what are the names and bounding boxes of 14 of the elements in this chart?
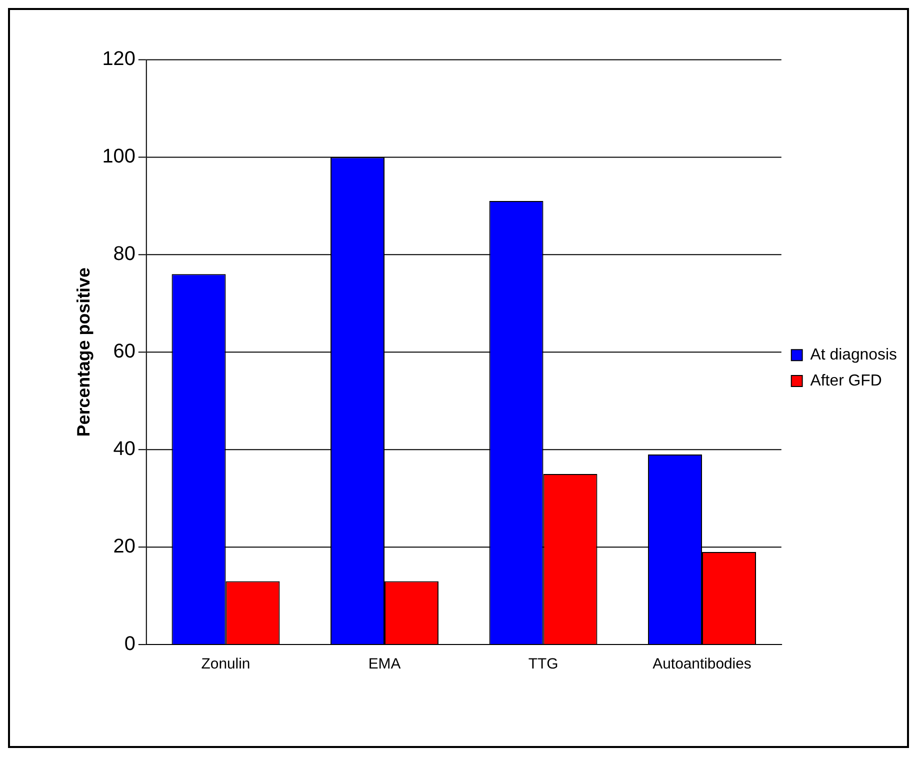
y-tick-label: 20 (113, 536, 136, 558)
x-tick-label: TTG (528, 656, 558, 673)
y-tick-label: 80 (113, 243, 136, 266)
y-tick-label: 60 (113, 340, 136, 363)
y-tick-label: 100 (102, 146, 136, 168)
y-tick-label: 120 (102, 48, 136, 70)
x-tick-label: Autoantibodies (652, 656, 752, 673)
x-tick-label: Zonulin (201, 656, 250, 673)
y-tick-label: 0 (124, 633, 136, 656)
y-axis-title: Percentage positive (73, 268, 94, 437)
y-tick-label: 40 (113, 438, 136, 460)
legend-label: At diagnosis (810, 346, 898, 364)
x-tick-label: EMA (368, 656, 401, 673)
legend-label: After GFD (810, 372, 882, 390)
